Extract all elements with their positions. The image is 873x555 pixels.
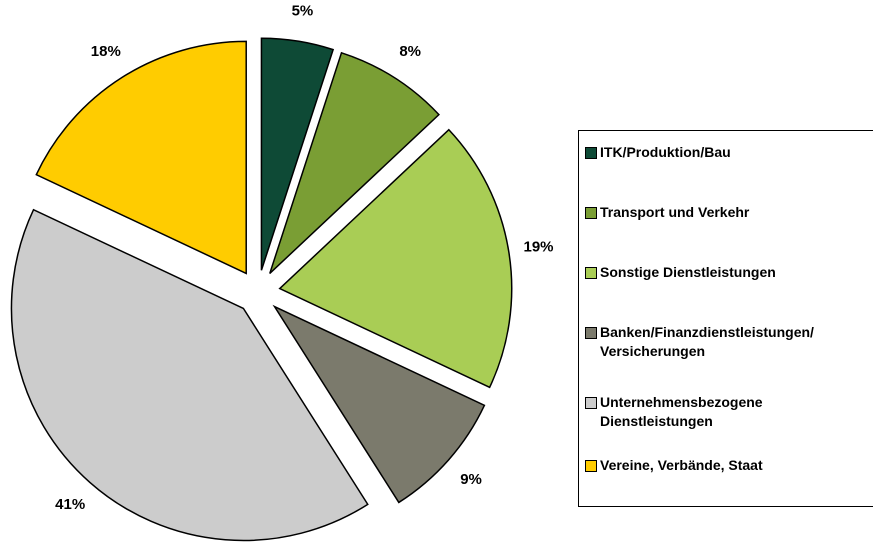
data-label: 9% bbox=[460, 471, 482, 488]
legend-label: Unternehmensbezogene Dienstleistungen bbox=[600, 394, 763, 429]
pie-slice bbox=[260, 37, 335, 271]
legend-swatch bbox=[585, 207, 597, 219]
pie-slice bbox=[10, 208, 369, 542]
pie-slice bbox=[269, 51, 440, 274]
legend-label: Vereine, Verbände, Staat bbox=[600, 457, 763, 473]
data-label: 8% bbox=[399, 43, 421, 60]
legend-swatch bbox=[585, 397, 597, 409]
legend: ITK/Produktion/Bau Transport und Verkehr S… bbox=[578, 130, 873, 507]
legend-label: Sonstige Dienstleistungen bbox=[600, 264, 776, 280]
data-label: 18% bbox=[91, 43, 121, 60]
pie-slice bbox=[35, 40, 247, 275]
legend-swatch bbox=[585, 147, 597, 159]
legend-swatch bbox=[585, 327, 597, 339]
data-label: 41% bbox=[55, 496, 85, 513]
data-label: 5% bbox=[292, 2, 314, 19]
legend-label: Banken/Finanzdienstleistungen/ Versicher… bbox=[600, 324, 814, 359]
data-label: 19% bbox=[523, 239, 553, 256]
legend-swatch bbox=[585, 267, 597, 279]
pie-slice bbox=[278, 128, 513, 389]
legend-swatch bbox=[585, 460, 597, 472]
pie-slice bbox=[272, 304, 486, 504]
legend-label: Transport und Verkehr bbox=[600, 204, 750, 220]
legend-label: ITK/Produktion/Bau bbox=[600, 144, 731, 160]
